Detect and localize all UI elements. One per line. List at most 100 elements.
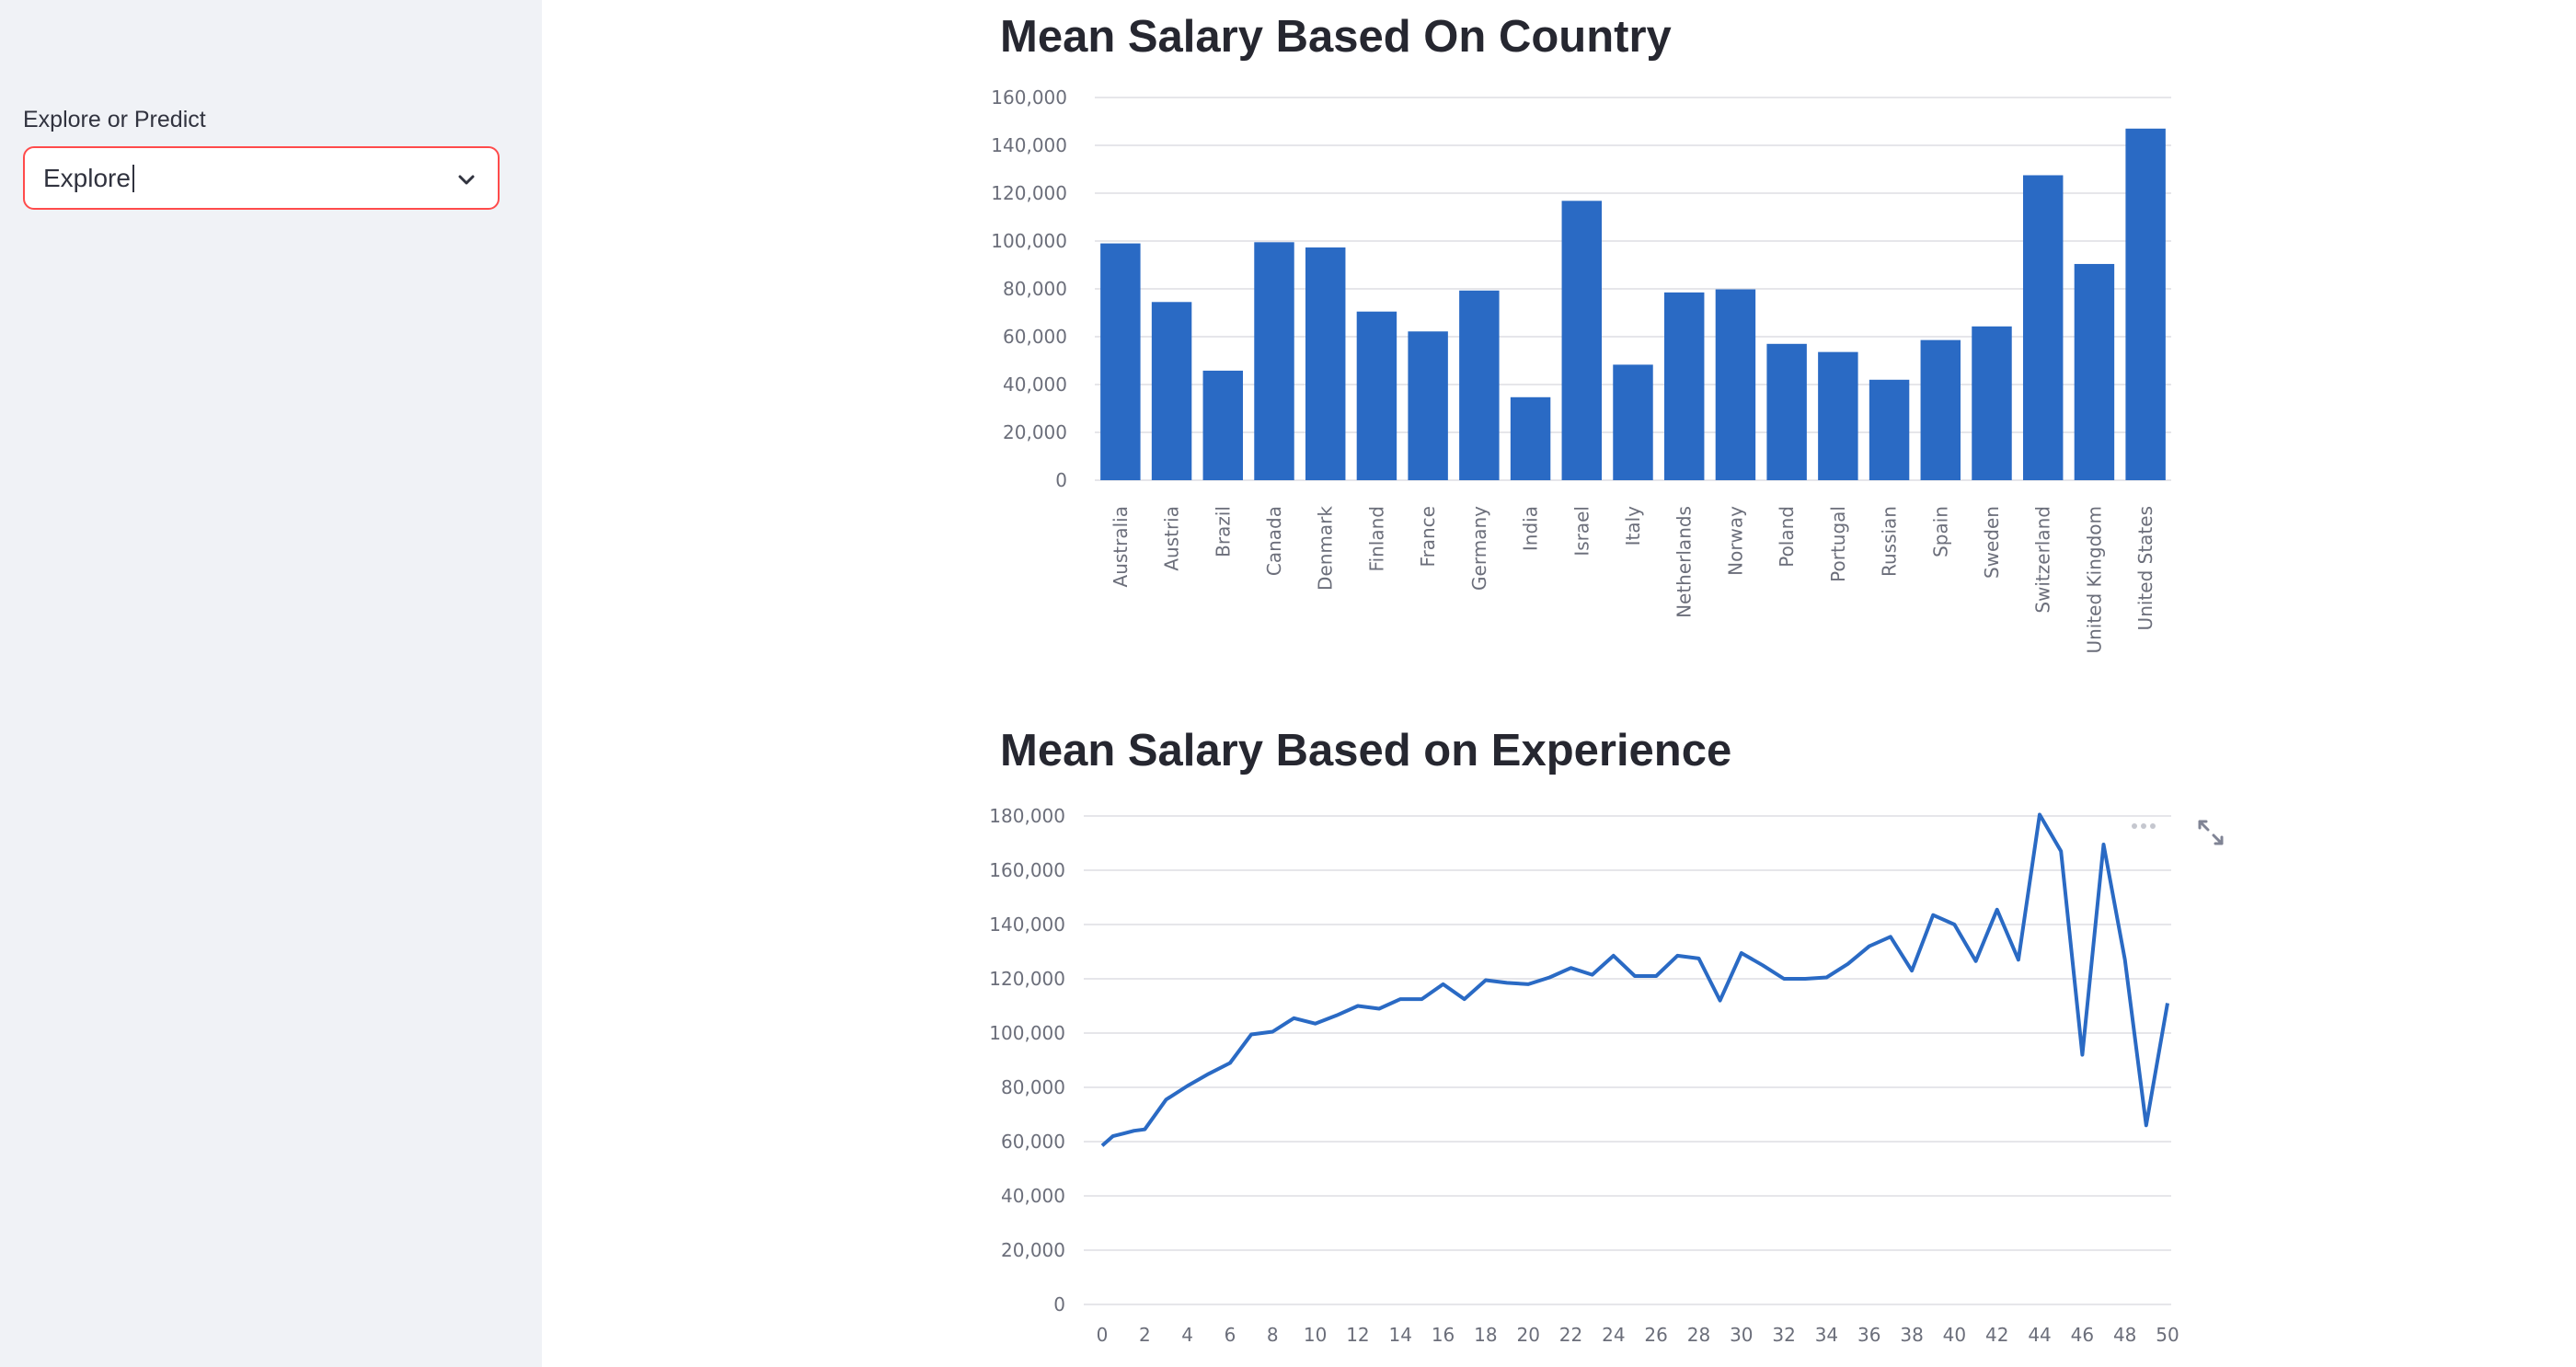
x-tick-label: 30 <box>1730 1324 1753 1346</box>
x-tick-label: 0 <box>1097 1324 1109 1346</box>
bar <box>2022 175 2064 480</box>
bar <box>1510 396 1551 480</box>
select-value: Explore <box>43 165 134 192</box>
x-tick-label: 50 <box>2156 1324 2179 1346</box>
bar <box>1151 302 1192 480</box>
bar <box>1715 289 1756 480</box>
x-tick-label: Israel <box>1570 506 1593 557</box>
y-tick-label: 80,000 <box>1003 278 1067 300</box>
bar <box>1766 343 1807 480</box>
x-tick-label: 40 <box>1943 1324 1966 1346</box>
y-tick-label: 40,000 <box>1001 1185 1065 1207</box>
x-tick-label: Brazil <box>1212 506 1234 557</box>
x-tick-label: 46 <box>2071 1324 2094 1346</box>
x-tick-label: Australia <box>1110 506 1132 587</box>
x-tick-label: Sweden <box>1981 506 2003 579</box>
x-tick-label: 32 <box>1772 1324 1795 1346</box>
y-tick-label: 120,000 <box>989 968 1065 990</box>
x-tick-label: 48 <box>2113 1324 2136 1346</box>
y-tick-label: 140,000 <box>989 913 1065 936</box>
y-tick-label: 180,000 <box>989 805 1065 827</box>
bar <box>1613 364 1653 480</box>
x-tick-label: 26 <box>1644 1324 1667 1346</box>
x-tick-label: 22 <box>1559 1324 1582 1346</box>
chart-title-experience: Mean Salary Based on Experience <box>1000 726 1732 775</box>
y-tick-label: 60,000 <box>1003 326 1067 348</box>
y-tick-label: 160,000 <box>991 86 1067 109</box>
chart-title-country: Mean Salary Based On Country <box>1000 12 1672 62</box>
x-tick-label: 16 <box>1432 1324 1455 1346</box>
y-tick-label: 120,000 <box>991 182 1067 204</box>
bar <box>1254 242 1294 480</box>
x-tick-label: 28 <box>1687 1324 1710 1346</box>
y-tick-label: 100,000 <box>991 230 1067 252</box>
explore-predict-select[interactable]: Explore <box>23 146 500 210</box>
bar <box>1972 326 2012 480</box>
x-tick-label: 6 <box>1225 1324 1236 1346</box>
y-tick-label: 140,000 <box>991 134 1067 156</box>
x-tick-label: 42 <box>1985 1324 2008 1346</box>
y-tick-label: 100,000 <box>989 1022 1065 1044</box>
expand-icon[interactable] <box>2197 819 2225 846</box>
y-tick-label: 20,000 <box>1003 421 1067 443</box>
bar <box>1100 243 1141 480</box>
bar <box>1408 331 1448 480</box>
x-tick-label: Russian <box>1879 506 1901 577</box>
x-tick-label: Finland <box>1365 506 1387 571</box>
bar <box>1869 379 1910 480</box>
bar <box>1305 247 1346 480</box>
sidebar: Explore or Predict Explore <box>0 0 542 1367</box>
x-tick-label: 20 <box>1516 1324 1539 1346</box>
x-tick-label: Poland <box>1776 506 1798 568</box>
y-tick-label: 0 <box>1055 469 1067 491</box>
bar <box>2125 128 2166 481</box>
x-tick-label: 14 <box>1389 1324 1412 1346</box>
x-tick-label: Netherlands <box>1673 506 1696 618</box>
x-tick-label: Spain <box>1929 506 1951 557</box>
bar <box>2074 263 2115 480</box>
x-tick-label: Denmark <box>1315 506 1337 591</box>
y-tick-label: 40,000 <box>1003 373 1067 396</box>
x-tick-label: 8 <box>1267 1324 1279 1346</box>
y-tick-label: 160,000 <box>989 859 1065 881</box>
bar <box>1356 311 1397 480</box>
x-tick-label: 12 <box>1346 1324 1369 1346</box>
bar <box>1459 290 1500 480</box>
y-tick-label: 20,000 <box>1001 1239 1065 1261</box>
y-tick-label: 80,000 <box>1001 1076 1065 1098</box>
bar <box>1920 339 1961 480</box>
x-tick-label: Canada <box>1263 506 1285 576</box>
x-tick-label: 4 <box>1181 1324 1193 1346</box>
y-tick-label: 60,000 <box>1001 1131 1065 1153</box>
bar <box>1561 201 1603 480</box>
x-tick-label: 44 <box>2028 1324 2051 1346</box>
x-tick-label: 10 <box>1304 1324 1327 1346</box>
x-tick-label: 38 <box>1900 1324 1923 1346</box>
chevron-down-icon <box>458 175 475 185</box>
line-chart-experience: 0 20,000 40,000 60,000 80,000 100,000 120,000 1… <box>989 805 2179 1346</box>
bar <box>1663 292 1705 480</box>
x-tick-label: United States <box>2134 506 2156 630</box>
series-line <box>1100 812 2169 1147</box>
x-tick-label: India <box>1520 506 1542 551</box>
x-tick-label: 34 <box>1815 1324 1838 1346</box>
x-tick-label: Germany <box>1468 506 1490 591</box>
bar <box>1202 370 1244 480</box>
more-horizontal-icon[interactable] <box>2130 821 2157 832</box>
x-tick-label: 18 <box>1474 1324 1497 1346</box>
x-tick-label: Norway <box>1724 506 1746 576</box>
x-tick-label: Portugal <box>1827 506 1849 582</box>
bar-chart-country: 0 20,000 40,000 60,000 80,000 100,000 120,000 1… <box>991 86 2171 654</box>
x-tick-label: 36 <box>1857 1324 1880 1346</box>
x-tick-label: 24 <box>1602 1324 1625 1346</box>
x-tick-label: Italy <box>1622 506 1644 546</box>
x-tick-label: Austria <box>1161 506 1183 571</box>
x-tick-label: Switzerland <box>2032 506 2054 614</box>
select-label: Explore or Predict <box>23 107 206 132</box>
x-tick-label: 2 <box>1139 1324 1151 1346</box>
x-tick-label: France <box>1417 506 1439 568</box>
bar <box>1818 351 1858 480</box>
x-tick-label: United Kingdom <box>2083 506 2105 654</box>
y-tick-label: 0 <box>1053 1293 1065 1315</box>
